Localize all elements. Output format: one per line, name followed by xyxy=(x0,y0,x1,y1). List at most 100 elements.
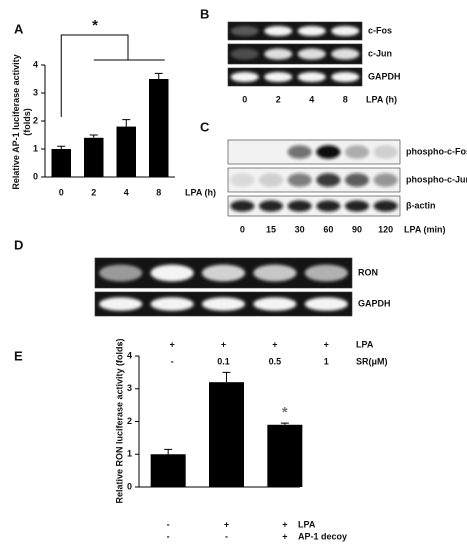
blot-band xyxy=(258,200,284,212)
lane-label: 0 xyxy=(240,224,245,234)
blot-band xyxy=(150,297,194,311)
lane-label: 8 xyxy=(343,94,348,104)
condition-mark: - xyxy=(167,531,170,541)
panel-letter: C xyxy=(200,119,210,134)
blot-band xyxy=(373,173,398,187)
lane-label: 60 xyxy=(323,224,333,234)
condition-mark: - xyxy=(119,356,122,366)
condition-mark: + xyxy=(224,519,229,529)
bar xyxy=(149,79,169,177)
lane-label: 0 xyxy=(242,94,247,104)
blot-row-label: c-Fos xyxy=(368,25,392,35)
y-tick-label: 0 xyxy=(33,171,38,181)
condition-mark: + xyxy=(221,339,226,349)
panel-letter: D xyxy=(14,237,23,252)
blot-row-label: RON xyxy=(358,267,378,277)
blot-band xyxy=(316,200,341,212)
blot-band xyxy=(331,25,360,37)
y-axis-label: Relative RON luciferase activity (folds) xyxy=(114,338,124,503)
blot-strip xyxy=(227,139,401,165)
blot-band xyxy=(201,264,246,282)
y-tick-label: 1 xyxy=(33,143,38,153)
lane-axis-label: LPA (min) xyxy=(404,224,446,234)
x-axis-label: LPA (h) xyxy=(185,187,216,197)
blot-band xyxy=(287,173,312,187)
condition-mark: - xyxy=(167,519,170,529)
lane-axis-label: LPA (h) xyxy=(366,94,397,104)
blot-band xyxy=(253,297,297,311)
error-bar xyxy=(222,371,231,383)
x-tick-label: 2 xyxy=(91,187,96,197)
blot-strip xyxy=(227,67,363,87)
lane-label: 90 xyxy=(352,224,362,234)
blot-strip xyxy=(227,21,363,41)
blot-row-label: β-actin xyxy=(406,200,436,210)
blot-row-label: GAPDH xyxy=(358,298,391,308)
blot-band xyxy=(373,145,398,159)
lane-label: 2 xyxy=(276,94,281,104)
blot-band xyxy=(253,264,297,282)
condition-mark: + xyxy=(282,531,287,541)
error-bar xyxy=(280,422,289,425)
y-tick-label: 3 xyxy=(127,383,132,393)
error-bar xyxy=(57,145,66,149)
y-axis-label: Relative AP-1 luciferase activity xyxy=(11,54,21,189)
blot-band xyxy=(331,71,360,83)
panel-letter: B xyxy=(200,6,209,21)
panel-letter: E xyxy=(14,348,23,363)
y-tick-label: 1 xyxy=(127,449,132,459)
blot-row-label: phospho-c-Jun xyxy=(406,174,467,184)
y-tick-label: 2 xyxy=(33,115,38,125)
condition-name: LPA xyxy=(298,519,316,529)
condition-mark: 0.5 xyxy=(269,356,282,366)
lane-label: 30 xyxy=(295,224,305,234)
blot-band xyxy=(344,145,370,159)
lane-label: 4 xyxy=(309,94,314,104)
blot-band xyxy=(287,145,312,159)
blot-band xyxy=(99,297,143,311)
condition-mark: + xyxy=(324,339,329,349)
blot-band xyxy=(304,264,348,282)
y-tick-label: 3 xyxy=(33,87,38,97)
error-bar xyxy=(154,72,163,79)
blot-band xyxy=(316,145,341,159)
bar xyxy=(116,126,136,177)
blot-band xyxy=(150,264,194,282)
blot-band xyxy=(201,297,246,311)
error-bar xyxy=(122,119,131,127)
y-tick-label: 2 xyxy=(127,416,132,426)
blot-band xyxy=(316,173,341,187)
blot-band xyxy=(304,297,348,311)
lane-label: 120 xyxy=(378,224,393,234)
condition-mark: - xyxy=(171,356,174,366)
condition-mark: - xyxy=(225,531,228,541)
condition-name: AP-1 decoy xyxy=(298,531,347,541)
blot-band xyxy=(99,264,143,282)
bar xyxy=(51,149,71,177)
blot-band xyxy=(344,200,370,212)
blot-strip xyxy=(227,43,363,65)
condition-name: LPA xyxy=(356,339,374,349)
blot-strip xyxy=(227,167,401,193)
significance-bracket xyxy=(60,34,165,117)
y-tick-label: 4 xyxy=(33,59,38,69)
blot-band xyxy=(230,200,255,212)
blot-band xyxy=(297,48,326,60)
blot-band xyxy=(264,25,293,37)
error-bar xyxy=(164,448,173,455)
blot-band xyxy=(344,173,370,187)
panel-letter: A xyxy=(14,21,24,36)
blot-band xyxy=(297,25,326,37)
blot-band xyxy=(287,200,312,212)
blot-row-label: GAPDH xyxy=(368,71,401,81)
blot-band xyxy=(373,200,398,212)
blot-band xyxy=(230,48,259,60)
y-axis-label: (folds) xyxy=(22,108,32,136)
blot-band xyxy=(264,48,293,60)
blot-band xyxy=(230,71,259,83)
blot-row-label: c-Jun xyxy=(368,48,392,58)
significance-star: * xyxy=(282,404,288,421)
condition-mark: + xyxy=(282,519,287,529)
condition-mark: 1 xyxy=(324,356,329,366)
